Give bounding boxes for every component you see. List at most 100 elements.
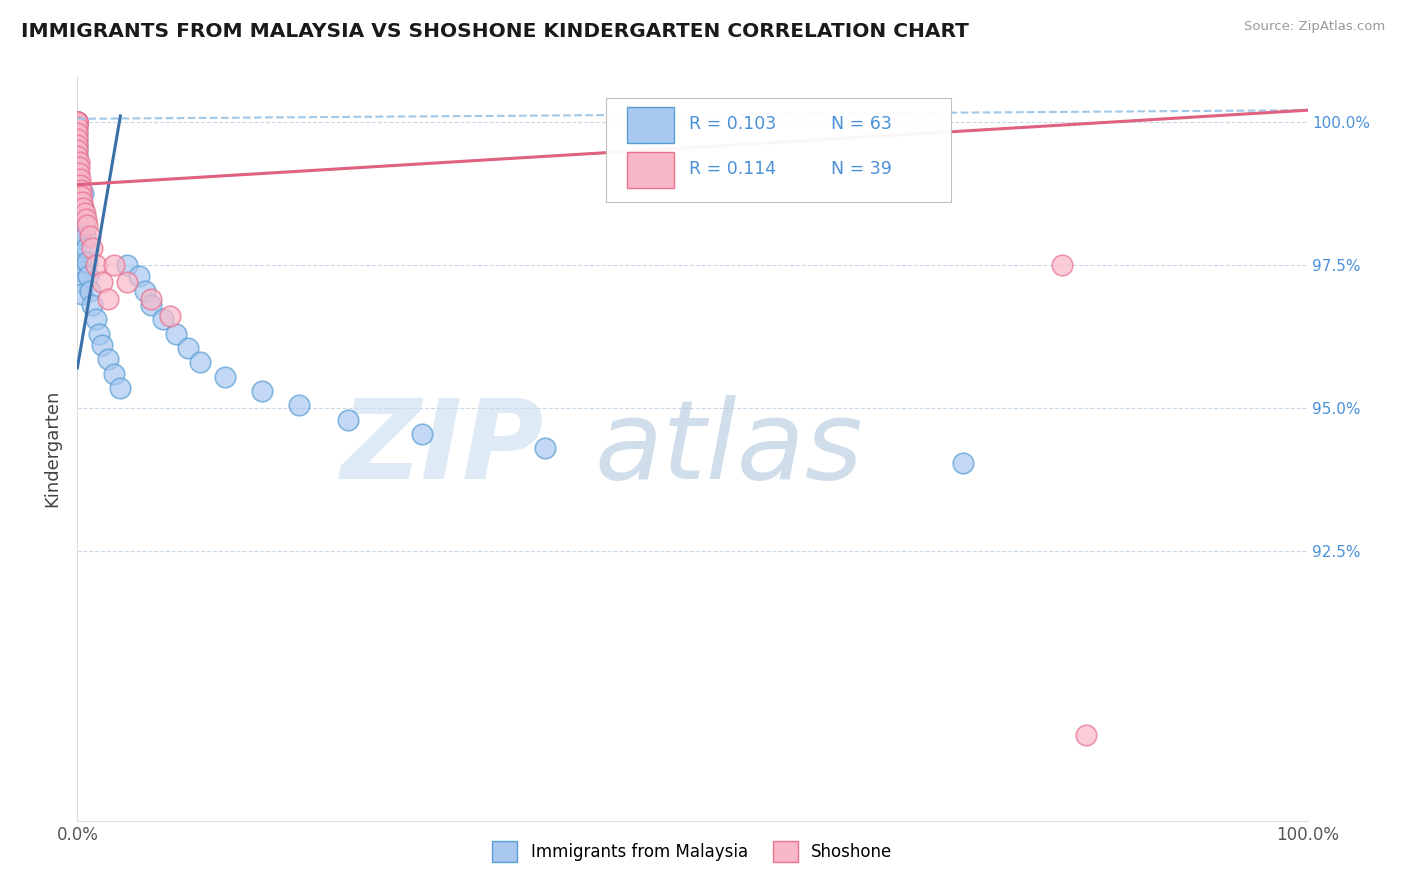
Point <box>103 258 125 272</box>
Point <box>66 114 89 128</box>
Point <box>67 218 90 232</box>
Point <box>77 269 100 284</box>
Bar <box>627 152 673 187</box>
Point <box>66 166 89 180</box>
Point <box>66 149 89 163</box>
Point <box>76 255 98 269</box>
Point <box>67 154 90 169</box>
Point <box>66 144 89 158</box>
Point <box>97 352 120 367</box>
Point <box>66 114 89 128</box>
Point <box>70 183 93 197</box>
Point <box>69 178 91 192</box>
Point <box>110 381 132 395</box>
Point <box>534 442 557 456</box>
Point <box>84 258 107 272</box>
Point <box>70 194 93 209</box>
Point <box>66 126 89 140</box>
Text: ZIP: ZIP <box>342 395 546 501</box>
Point <box>952 456 974 470</box>
Point <box>66 132 89 146</box>
Point <box>72 201 94 215</box>
Point <box>76 218 98 232</box>
Point <box>66 161 89 175</box>
Point <box>250 384 273 398</box>
Point <box>82 241 104 255</box>
Point <box>72 201 94 215</box>
Point <box>103 367 125 381</box>
Point <box>82 298 104 312</box>
Point <box>66 114 89 128</box>
Point <box>66 126 89 140</box>
Point <box>115 258 138 272</box>
Point <box>66 144 89 158</box>
Point <box>69 229 91 244</box>
Point <box>288 398 311 412</box>
Point <box>66 114 89 128</box>
Point <box>128 269 150 284</box>
Point <box>165 326 187 341</box>
Point <box>66 137 89 152</box>
Point <box>411 426 433 441</box>
Point <box>66 114 89 128</box>
Point <box>134 284 156 298</box>
Point <box>97 293 120 307</box>
Point <box>66 172 89 186</box>
Point <box>66 114 89 128</box>
Text: Source: ZipAtlas.com: Source: ZipAtlas.com <box>1244 20 1385 33</box>
Legend: Immigrants from Malaysia, Shoshone: Immigrants from Malaysia, Shoshone <box>485 835 900 868</box>
Point <box>1050 258 1073 272</box>
Point <box>66 114 89 128</box>
Point <box>66 114 89 128</box>
Point <box>66 149 89 163</box>
Point <box>75 212 97 227</box>
Point <box>66 114 89 128</box>
Point <box>66 114 89 128</box>
Point <box>90 275 114 289</box>
Point <box>72 186 94 201</box>
Point <box>1076 728 1098 742</box>
Text: R = 0.103: R = 0.103 <box>689 115 776 133</box>
Point <box>66 120 89 135</box>
Point <box>75 241 97 255</box>
Point <box>67 206 90 220</box>
Point <box>79 284 101 298</box>
Point <box>141 298 163 312</box>
Point <box>67 194 90 209</box>
Point <box>66 114 89 128</box>
Point <box>73 229 96 244</box>
Text: IMMIGRANTS FROM MALAYSIA VS SHOSHONE KINDERGARTEN CORRELATION CHART: IMMIGRANTS FROM MALAYSIA VS SHOSHONE KIN… <box>21 22 969 41</box>
Point <box>67 166 90 180</box>
Point <box>66 114 89 128</box>
Point <box>66 114 89 128</box>
Point <box>66 114 89 128</box>
Point <box>66 120 89 135</box>
FancyBboxPatch shape <box>606 98 950 202</box>
Point <box>69 172 91 186</box>
Point <box>70 263 93 277</box>
Point <box>214 369 236 384</box>
Point <box>67 212 90 227</box>
Point <box>73 215 96 229</box>
Point <box>66 114 89 128</box>
Point <box>79 229 101 244</box>
Point <box>73 206 96 220</box>
Point <box>70 189 93 203</box>
Point <box>89 326 111 341</box>
Point <box>66 154 89 169</box>
Point <box>69 241 91 255</box>
Point <box>70 275 93 289</box>
Y-axis label: Kindergarten: Kindergarten <box>44 390 62 507</box>
Point <box>66 137 89 152</box>
Point <box>84 312 107 326</box>
Text: atlas: atlas <box>595 395 863 501</box>
Text: N = 39: N = 39 <box>831 160 893 178</box>
Point <box>115 275 138 289</box>
Point <box>70 252 93 267</box>
Text: N = 63: N = 63 <box>831 115 893 133</box>
Point <box>152 312 174 326</box>
Point <box>70 286 93 301</box>
Point <box>66 114 89 128</box>
Point <box>141 293 163 307</box>
Point <box>90 338 114 352</box>
